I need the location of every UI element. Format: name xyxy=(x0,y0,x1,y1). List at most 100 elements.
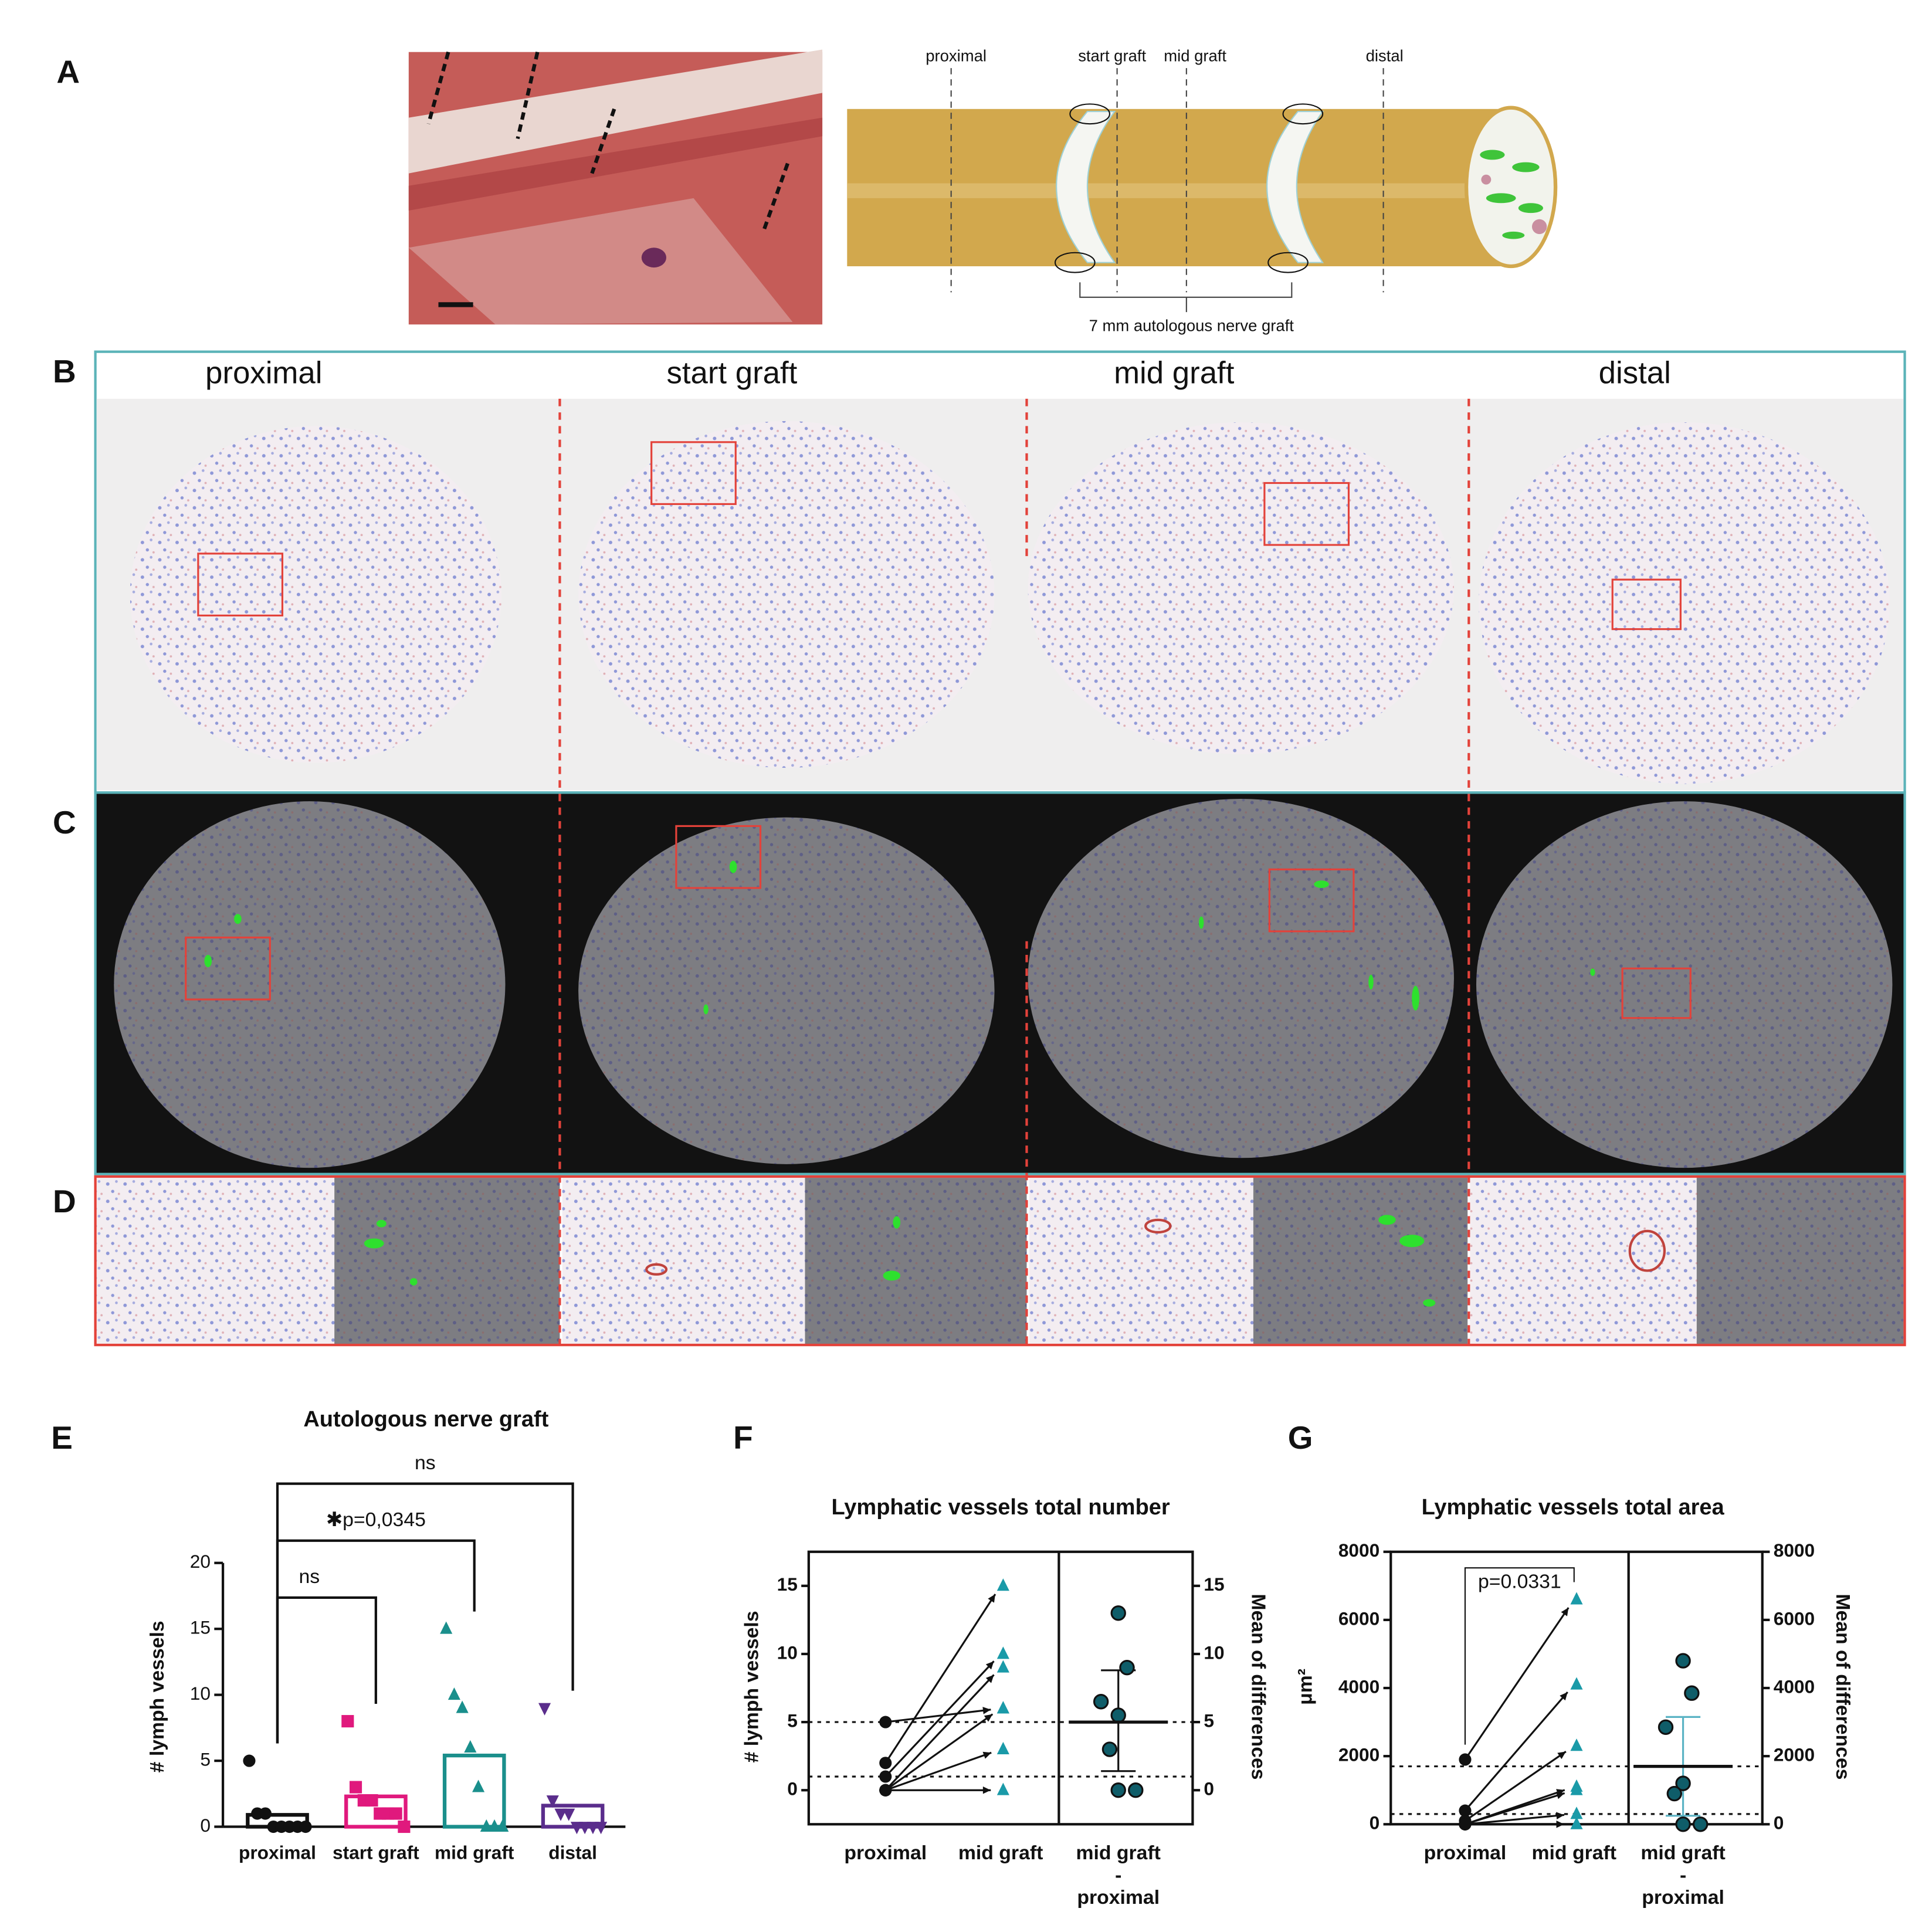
data-point xyxy=(996,1646,1009,1659)
y-tick-label: 5 xyxy=(787,1710,798,1731)
histology-sections xyxy=(114,421,1893,1168)
difference-point xyxy=(1128,1782,1144,1798)
arrow-head xyxy=(982,1786,991,1794)
y2-tick-label: 15 xyxy=(1204,1574,1224,1595)
y-tick-label: 0 xyxy=(787,1778,798,1799)
chart-title: Lymphatic vessels total number xyxy=(832,1495,1170,1520)
comparison-label: ns xyxy=(299,1565,320,1588)
section-label: proximal xyxy=(205,356,322,391)
data-point xyxy=(398,1820,411,1833)
x-tick-label: mid graft xyxy=(958,1842,1043,1864)
pair-line xyxy=(885,1709,991,1723)
arrow-head xyxy=(984,1714,993,1722)
difference-point xyxy=(1675,1816,1691,1832)
data-point xyxy=(879,1757,892,1770)
data-point xyxy=(1459,1804,1472,1817)
section-label: distal xyxy=(1599,356,1671,391)
comparison-bracket xyxy=(276,1596,377,1744)
arrow-head xyxy=(982,1751,992,1759)
comparison-label: ns xyxy=(415,1452,436,1474)
panel-label: F xyxy=(733,1419,753,1456)
pair-line xyxy=(1464,1607,1570,1760)
data-point xyxy=(879,1770,892,1783)
y2-tick-label: 0 xyxy=(1204,1778,1214,1799)
data-point xyxy=(570,1822,584,1835)
y2-tick-label: 5 xyxy=(1204,1710,1214,1731)
x-tick-label: proximal xyxy=(1424,1842,1507,1864)
graft-bracket xyxy=(1079,282,1293,313)
arrow-head xyxy=(1556,1792,1565,1799)
data-point xyxy=(259,1807,272,1820)
difference-point xyxy=(1675,1653,1691,1669)
pair-line xyxy=(1465,1751,1567,1822)
x-tick-label: proximal xyxy=(239,1842,316,1863)
x-tick-label: proximal xyxy=(1642,1886,1724,1909)
x-tick-label: proximal xyxy=(844,1842,927,1864)
x-tick-label: proximal xyxy=(1077,1886,1160,1909)
pair-line xyxy=(884,1674,995,1791)
y-tick-label: 20 xyxy=(190,1551,211,1572)
y-tick-label: 8000 xyxy=(1338,1540,1379,1561)
data-point xyxy=(595,1822,608,1835)
data-point xyxy=(1570,1816,1583,1829)
x-tick-label: distal xyxy=(548,1842,597,1863)
difference-point xyxy=(1119,1659,1135,1676)
diagram-label: distal xyxy=(1366,46,1404,65)
difference-point xyxy=(1110,1605,1126,1621)
data-point xyxy=(472,1780,485,1792)
arrow-head xyxy=(985,1675,994,1683)
x-tick-label: - xyxy=(1115,1864,1121,1886)
y-tick-label: 0 xyxy=(1370,1812,1380,1833)
data-point xyxy=(538,1703,551,1716)
data-point xyxy=(456,1700,469,1713)
y-tick-label: 10 xyxy=(190,1683,211,1704)
chart-title: Lymphatic vessels total area xyxy=(1422,1495,1725,1520)
data-point xyxy=(562,1808,575,1821)
difference-point xyxy=(1658,1719,1674,1736)
data-point xyxy=(448,1687,460,1700)
chart-title: Autologous nerve graft xyxy=(303,1407,548,1432)
panel-label: A xyxy=(56,53,80,90)
diagram-label: proximal xyxy=(926,46,987,65)
y2-tick-label: 4000 xyxy=(1774,1676,1815,1697)
data-point xyxy=(299,1820,312,1833)
y-axis-label: # lymph vessels xyxy=(741,1611,763,1762)
data-point xyxy=(1459,1818,1472,1831)
y2-tick-label: 2000 xyxy=(1774,1744,1815,1765)
bar xyxy=(442,1753,506,1829)
data-point xyxy=(996,1578,1009,1591)
data-point xyxy=(1570,1677,1583,1690)
data-point xyxy=(365,1794,378,1807)
difference-point xyxy=(1684,1685,1700,1701)
plot-frame xyxy=(807,1550,1194,1826)
diagram-label: mid graft xyxy=(1164,46,1226,65)
pair-line xyxy=(885,1751,992,1791)
arrow-head xyxy=(1561,1608,1569,1616)
bar xyxy=(541,1804,605,1829)
y-axis-label: # lymph vessels xyxy=(146,1621,168,1772)
x-tick-label: mid graft xyxy=(435,1842,514,1863)
arrow-head xyxy=(1556,1820,1564,1828)
y-tick-label: 5 xyxy=(200,1748,211,1770)
data-point xyxy=(1570,1782,1583,1795)
difference-point xyxy=(1666,1785,1682,1802)
x-tick-label: mid graft xyxy=(1076,1842,1160,1864)
data-point xyxy=(496,1819,509,1832)
surgery-photo xyxy=(408,49,823,325)
nerve-diagram xyxy=(847,103,1558,273)
comparison-label: p=0.0331 xyxy=(1478,1570,1561,1592)
data-point xyxy=(464,1740,477,1753)
pair-line xyxy=(884,1594,996,1764)
data-point xyxy=(554,1808,567,1821)
pair-line xyxy=(884,1713,994,1791)
data-point xyxy=(243,1754,256,1767)
data-point xyxy=(879,1784,892,1797)
comparison-label: ✱p=0,0345 xyxy=(326,1509,426,1531)
data-point xyxy=(1570,1738,1583,1751)
y2-tick-label: 0 xyxy=(1774,1812,1784,1833)
data-point xyxy=(1570,1806,1583,1819)
section-label: mid graft xyxy=(1114,356,1235,391)
data-point xyxy=(488,1819,501,1832)
diagram-label: start graft xyxy=(1078,46,1146,65)
